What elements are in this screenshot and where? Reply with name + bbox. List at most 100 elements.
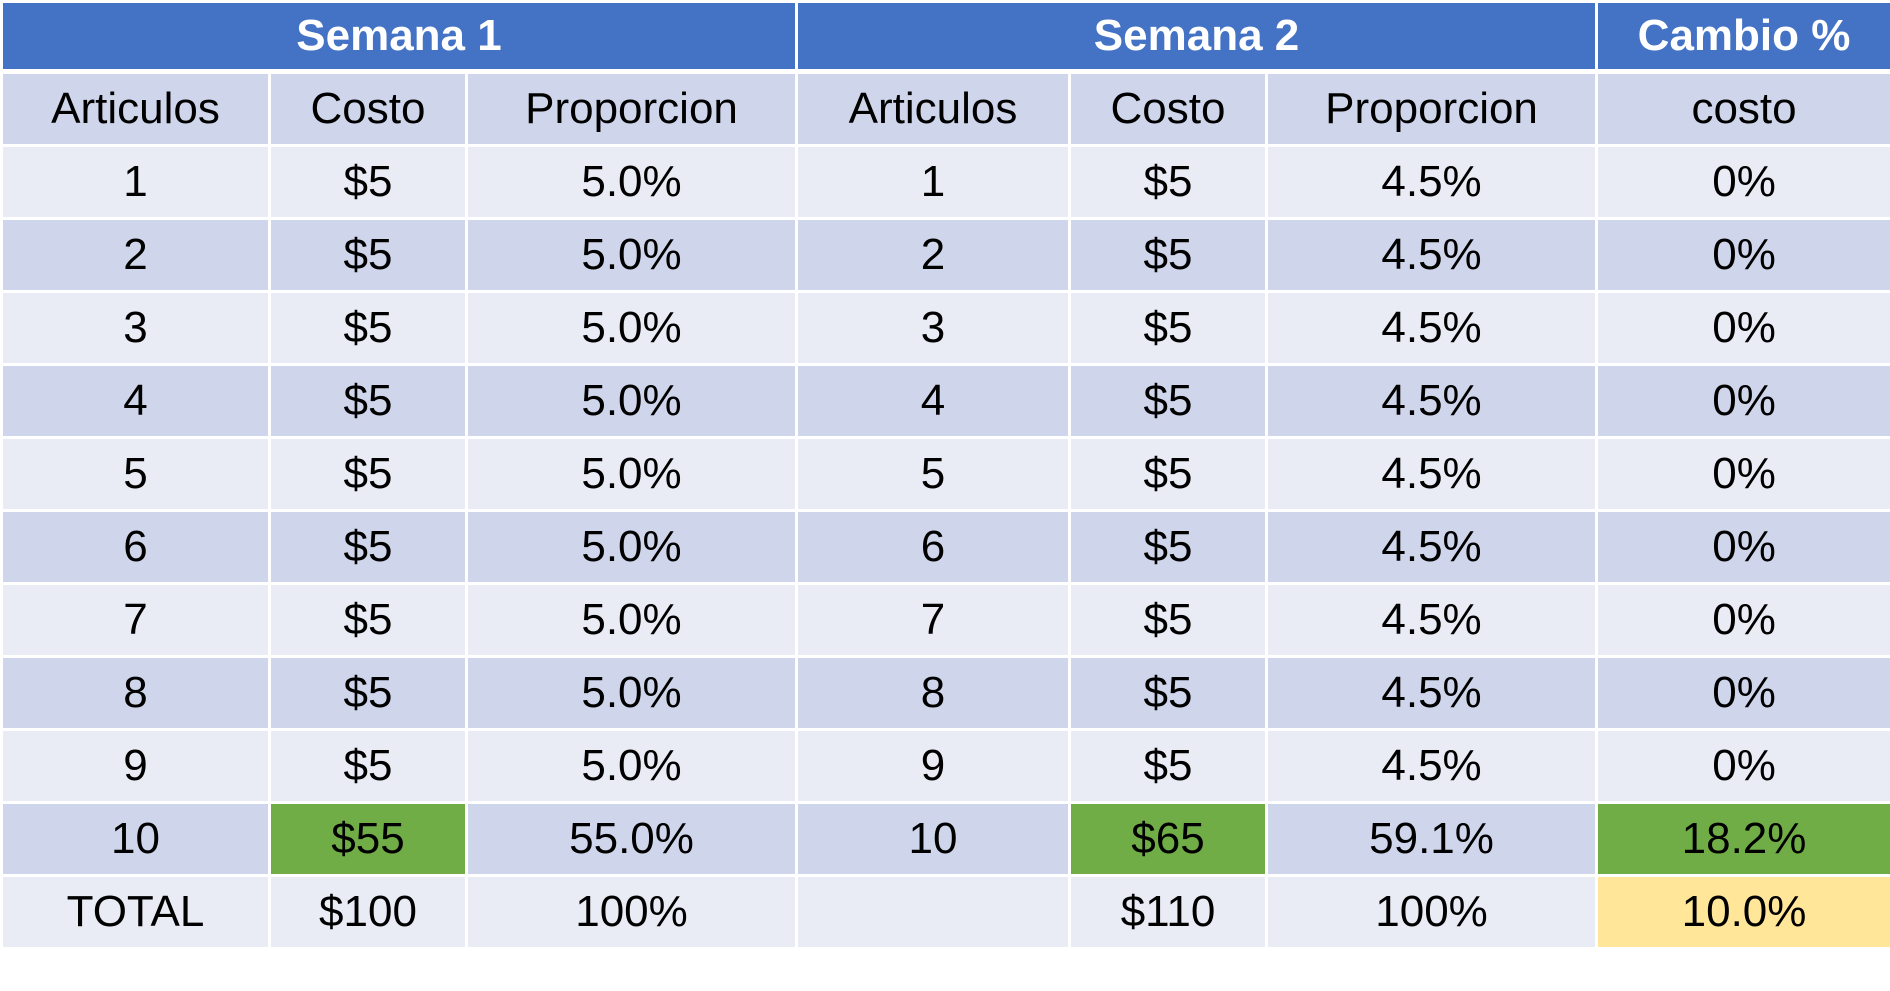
column-header-row: Articulos Costo Proporcion Articulos Cos… xyxy=(0,70,1890,147)
cell-w2-cost: $5 xyxy=(1068,217,1269,293)
cell-w2-share: 4.5% xyxy=(1265,144,1599,220)
cell-w2-items: 2 xyxy=(795,217,1072,293)
cell-change: 0% xyxy=(1595,363,1890,439)
column-header-w2-items: Articulos xyxy=(795,70,1072,147)
total-w1-cost: $100 xyxy=(268,874,468,950)
cell-w1-share: 5.0% xyxy=(464,363,799,439)
cell-w2-cost-highlight: $65 xyxy=(1068,801,1269,877)
table-row: 2 $5 5.0% 2 $5 4.5% 0% xyxy=(0,217,1890,293)
cell-w1-cost: $5 xyxy=(268,144,468,220)
cell-w1-share: 5.0% xyxy=(464,290,799,366)
cell-w1-share: 5.0% xyxy=(464,582,799,658)
cell-w1-items: 9 xyxy=(0,728,271,804)
cell-w1-items: 8 xyxy=(0,655,271,731)
cell-w1-share: 5.0% xyxy=(464,144,799,220)
cell-w1-cost: $5 xyxy=(268,509,468,585)
cell-w2-cost: $5 xyxy=(1068,582,1269,658)
cell-w1-share: 5.0% xyxy=(464,728,799,804)
cell-w2-share: 4.5% xyxy=(1265,728,1599,804)
cell-w2-cost: $5 xyxy=(1068,290,1269,366)
cell-w2-items: 7 xyxy=(795,582,1072,658)
cell-w2-cost: $5 xyxy=(1068,436,1269,512)
cell-w2-share: 4.5% xyxy=(1265,363,1599,439)
table-row: 10 $55 55.0% 10 $65 59.1% 18.2% xyxy=(0,801,1890,877)
cell-w1-items: 3 xyxy=(0,290,271,366)
cell-w2-share: 4.5% xyxy=(1265,290,1599,366)
cell-w2-items: 9 xyxy=(795,728,1072,804)
cell-w1-share: 5.0% xyxy=(464,217,799,293)
cell-w2-cost: $5 xyxy=(1068,509,1269,585)
group-header-week2: Semana 2 xyxy=(795,0,1599,74)
table-row: 4 $5 5.0% 4 $5 4.5% 0% xyxy=(0,363,1890,439)
cell-w2-items: 4 xyxy=(795,363,1072,439)
cell-change: 0% xyxy=(1595,144,1890,220)
cell-w2-cost: $5 xyxy=(1068,655,1269,731)
table-row: 1 $5 5.0% 1 $5 4.5% 0% xyxy=(0,144,1890,220)
cell-w2-cost: $5 xyxy=(1068,363,1269,439)
cell-w1-items: 4 xyxy=(0,363,271,439)
cell-w1-cost: $5 xyxy=(268,582,468,658)
cell-change: 0% xyxy=(1595,655,1890,731)
column-header-w1-items: Articulos xyxy=(0,70,271,147)
cell-w2-items: 5 xyxy=(795,436,1072,512)
cell-w2-items: 6 xyxy=(795,509,1072,585)
cell-w1-share: 5.0% xyxy=(464,509,799,585)
cell-w1-share: 55.0% xyxy=(464,801,799,877)
cell-w2-share: 4.5% xyxy=(1265,582,1599,658)
column-header-w1-cost: Costo xyxy=(268,70,468,147)
cell-w1-items: 7 xyxy=(0,582,271,658)
cell-change-highlight: 18.2% xyxy=(1595,801,1890,877)
cost-comparison-table: Semana 1 Semana 2 Cambio % Articulos Cos… xyxy=(0,0,1890,950)
table-row: 6 $5 5.0% 6 $5 4.5% 0% xyxy=(0,509,1890,585)
cell-w1-cost: $5 xyxy=(268,655,468,731)
cell-w1-cost: $5 xyxy=(268,290,468,366)
total-row: TOTAL $100 100% $110 100% 10.0% xyxy=(0,874,1890,950)
cell-w2-share: 59.1% xyxy=(1265,801,1599,877)
cell-change: 0% xyxy=(1595,509,1890,585)
cell-change: 0% xyxy=(1595,728,1890,804)
cell-w2-items: 3 xyxy=(795,290,1072,366)
cell-w1-cost: $5 xyxy=(268,436,468,512)
cell-w1-items: 2 xyxy=(0,217,271,293)
cell-w2-items: 1 xyxy=(795,144,1072,220)
cell-w2-cost: $5 xyxy=(1068,144,1269,220)
cell-w1-share: 5.0% xyxy=(464,436,799,512)
cell-w2-items: 10 xyxy=(795,801,1072,877)
column-header-w1-share: Proporcion xyxy=(464,70,799,147)
cell-change: 0% xyxy=(1595,436,1890,512)
cell-w2-share: 4.5% xyxy=(1265,509,1599,585)
cell-w1-items: 6 xyxy=(0,509,271,585)
cell-change: 0% xyxy=(1595,217,1890,293)
cell-change: 0% xyxy=(1595,290,1890,366)
cell-w1-items: 10 xyxy=(0,801,271,877)
total-w2-cost: $110 xyxy=(1068,874,1269,950)
group-header-row: Semana 1 Semana 2 Cambio % xyxy=(0,0,1890,74)
cell-w1-items: 1 xyxy=(0,144,271,220)
table-row: 5 $5 5.0% 5 $5 4.5% 0% xyxy=(0,436,1890,512)
group-header-week1: Semana 1 xyxy=(0,0,799,74)
cell-w1-cost: $5 xyxy=(268,728,468,804)
cell-w2-items: 8 xyxy=(795,655,1072,731)
group-header-change: Cambio % xyxy=(1595,0,1890,74)
table-row: 8 $5 5.0% 8 $5 4.5% 0% xyxy=(0,655,1890,731)
total-label: TOTAL xyxy=(0,874,271,950)
cell-w2-share: 4.5% xyxy=(1265,217,1599,293)
cell-change: 0% xyxy=(1595,582,1890,658)
cell-w2-share: 4.5% xyxy=(1265,436,1599,512)
table-row: 9 $5 5.0% 9 $5 4.5% 0% xyxy=(0,728,1890,804)
cell-w1-cost: $5 xyxy=(268,217,468,293)
table-row: 3 $5 5.0% 3 $5 4.5% 0% xyxy=(0,290,1890,366)
cell-w1-share: 5.0% xyxy=(464,655,799,731)
cell-w1-cost: $5 xyxy=(268,363,468,439)
total-w2-items xyxy=(795,874,1072,950)
cell-w2-share: 4.5% xyxy=(1265,655,1599,731)
column-header-w2-share: Proporcion xyxy=(1265,70,1599,147)
total-w2-share: 100% xyxy=(1265,874,1599,950)
total-w1-share: 100% xyxy=(464,874,799,950)
cell-w1-items: 5 xyxy=(0,436,271,512)
table-row: 7 $5 5.0% 7 $5 4.5% 0% xyxy=(0,582,1890,658)
column-header-w2-cost: Costo xyxy=(1068,70,1269,147)
cell-w2-cost: $5 xyxy=(1068,728,1269,804)
total-change-highlight: 10.0% xyxy=(1595,874,1890,950)
column-header-change-cost: costo xyxy=(1595,70,1890,147)
